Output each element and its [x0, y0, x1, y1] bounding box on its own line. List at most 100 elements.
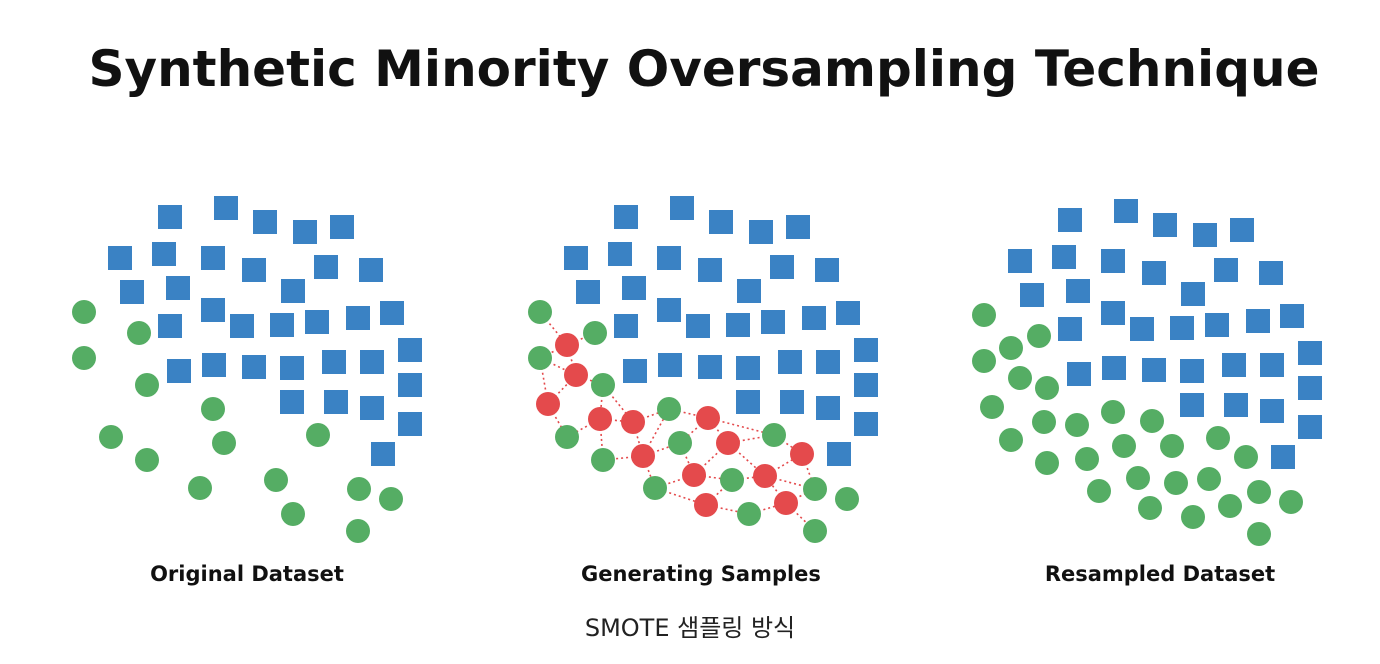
majority-square — [614, 205, 638, 229]
majority-square — [1181, 282, 1205, 306]
majority-square — [1101, 249, 1125, 273]
synthetic-circle — [555, 333, 579, 357]
minority-circle — [1164, 471, 1188, 495]
majority-square — [726, 313, 750, 337]
minority-circle — [1035, 451, 1059, 475]
minority-circle — [555, 425, 579, 449]
minority-circle — [1218, 494, 1242, 518]
majority-square — [737, 279, 761, 303]
majority-square — [242, 258, 266, 282]
minority-circle — [737, 502, 761, 526]
majority-square — [698, 258, 722, 282]
majority-square — [280, 390, 304, 414]
majority-square — [346, 306, 370, 330]
minority-circle — [803, 519, 827, 543]
majority-square — [1214, 258, 1238, 282]
majority-square — [120, 280, 144, 304]
majority-square — [1101, 301, 1125, 325]
minority-circle — [643, 476, 667, 500]
figure-caption: SMOTE 샘플링 방식 — [584, 614, 796, 642]
majority-square — [623, 359, 647, 383]
minority-circle — [188, 476, 212, 500]
majority-square — [1193, 223, 1217, 247]
majority-square — [686, 314, 710, 338]
majority-square — [1052, 245, 1076, 269]
majority-square — [1142, 358, 1166, 382]
minority-circle — [528, 346, 552, 370]
majority-square — [576, 280, 600, 304]
minority-circle — [999, 336, 1023, 360]
minority-circle — [668, 431, 692, 455]
majority-square — [305, 310, 329, 334]
majority-square — [1280, 304, 1304, 328]
majority-square — [280, 356, 304, 380]
majority-square — [657, 298, 681, 322]
majority-square — [1260, 399, 1284, 423]
majority-square — [1020, 283, 1044, 307]
minority-circle — [1027, 324, 1051, 348]
majority-square — [152, 242, 176, 266]
panel-generating-samples: Generating Samples — [528, 196, 878, 586]
minority-circle — [1087, 479, 1111, 503]
link-line — [764, 475, 816, 490]
majority-square — [802, 306, 826, 330]
majority-square — [1058, 208, 1082, 232]
link-line — [642, 408, 670, 457]
majority-square — [778, 350, 802, 374]
majority-square — [158, 314, 182, 338]
majority-square — [709, 210, 733, 234]
minority-circle — [1140, 409, 1164, 433]
majority-square — [253, 210, 277, 234]
synthetic-circle — [790, 442, 814, 466]
minority-circle — [1075, 447, 1099, 471]
majority-square — [1170, 316, 1194, 340]
synthetic-circle — [536, 392, 560, 416]
majority-square — [330, 215, 354, 239]
majority-square — [398, 412, 422, 436]
majority-square — [614, 314, 638, 338]
majority-square — [1205, 313, 1229, 337]
majority-square — [202, 353, 226, 377]
majority-square — [1298, 376, 1322, 400]
majority-square — [658, 353, 682, 377]
minority-circle — [1206, 426, 1230, 450]
minority-circle — [1035, 376, 1059, 400]
majority-square — [1130, 317, 1154, 341]
majority-square — [816, 396, 840, 420]
majority-square — [608, 242, 632, 266]
minority-circle — [1008, 366, 1032, 390]
majority-square — [670, 196, 694, 220]
majority-square — [564, 246, 588, 270]
majority-square — [1058, 317, 1082, 341]
majority-square — [1008, 249, 1032, 273]
majority-square — [749, 220, 773, 244]
majority-square — [1259, 261, 1283, 285]
synthetic-circle — [621, 410, 645, 434]
majority-square — [1114, 199, 1138, 223]
majority-square — [657, 246, 681, 270]
synthetic-circle — [694, 493, 718, 517]
minority-circle — [379, 487, 403, 511]
minority-circle — [657, 397, 681, 421]
minority-circle — [720, 468, 744, 492]
majority-square — [786, 215, 810, 239]
minority-circle — [135, 448, 159, 472]
minority-circle — [264, 468, 288, 492]
minority-circle — [346, 519, 370, 543]
minority-circle — [281, 502, 305, 526]
majority-square — [1298, 341, 1322, 365]
minority-circle — [972, 303, 996, 327]
majority-square — [108, 246, 132, 270]
minority-circle — [72, 300, 96, 324]
minority-circle — [1247, 480, 1271, 504]
minority-circle — [762, 423, 786, 447]
synthetic-circle — [774, 491, 798, 515]
majority-square — [322, 350, 346, 374]
panel-label-resampled-dataset: Resampled Dataset — [1045, 562, 1275, 586]
majority-square — [761, 310, 785, 334]
minority-circle — [1112, 434, 1136, 458]
minority-circle — [1160, 434, 1184, 458]
majority-square — [1102, 356, 1126, 380]
synthetic-circle — [753, 464, 777, 488]
minority-circle — [72, 346, 96, 370]
